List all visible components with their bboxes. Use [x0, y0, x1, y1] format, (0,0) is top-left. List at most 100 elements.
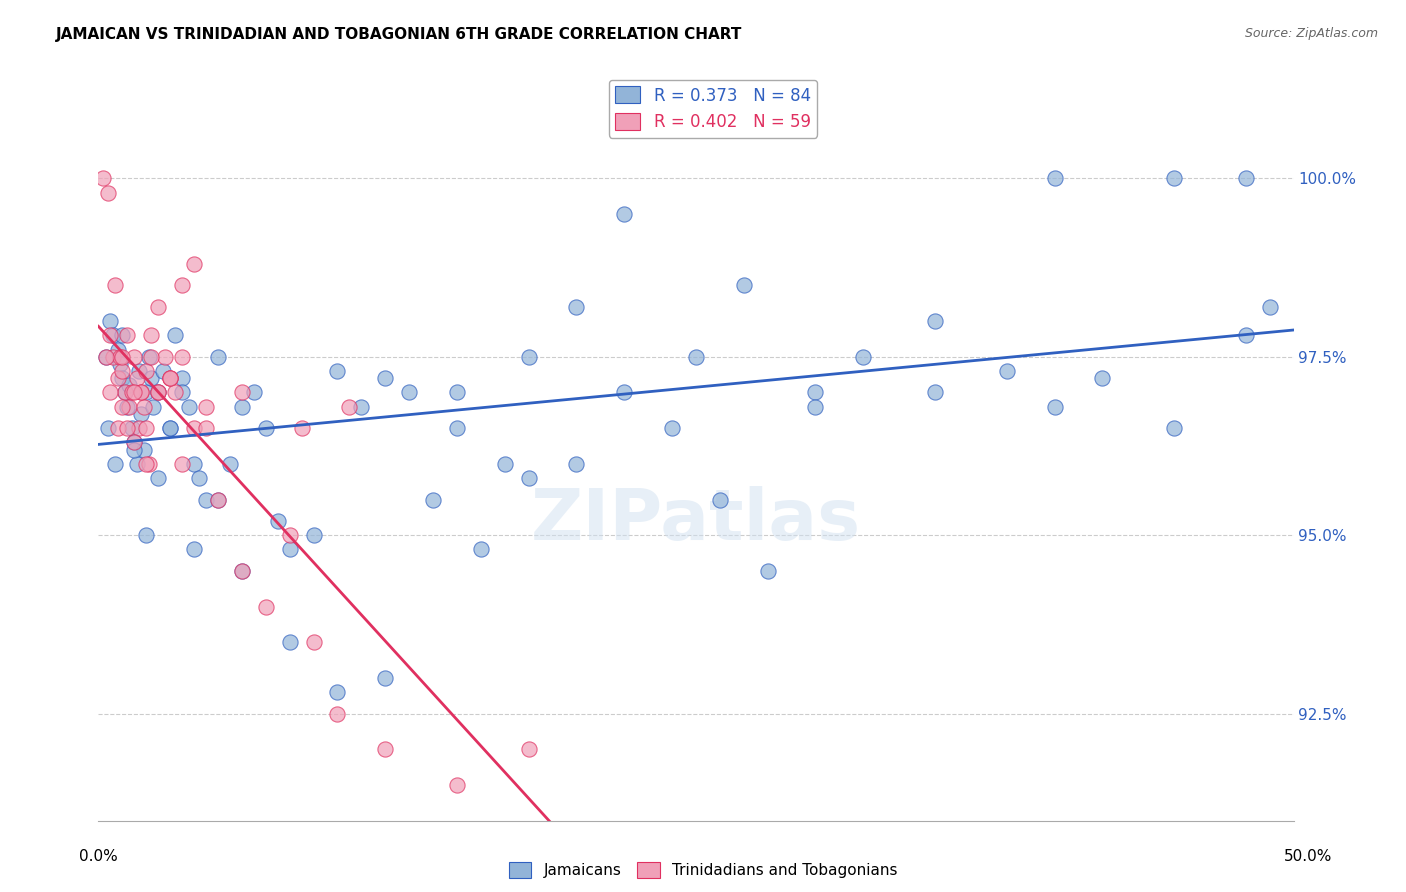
Point	[139, 328, 162, 343]
Point	[278, 528, 301, 542]
Point	[159, 371, 181, 385]
Point	[115, 400, 138, 414]
Point	[517, 350, 540, 364]
Point	[446, 778, 468, 792]
Text: ZIPatlas: ZIPatlas	[531, 486, 860, 556]
Point	[172, 457, 194, 471]
Point	[152, 364, 174, 378]
Point	[98, 328, 122, 343]
Point	[195, 421, 218, 435]
Point	[91, 171, 114, 186]
Point	[924, 314, 946, 328]
Point	[685, 350, 707, 364]
Point	[111, 400, 134, 414]
Point	[114, 385, 136, 400]
Point	[302, 528, 325, 542]
Point	[661, 421, 683, 435]
Point	[231, 400, 253, 414]
Legend: R = 0.373   N = 84, R = 0.402   N = 59: R = 0.373 N = 84, R = 0.402 N = 59	[609, 79, 817, 137]
Point	[995, 364, 1018, 378]
Point	[114, 385, 136, 400]
Point	[924, 385, 946, 400]
Point	[446, 385, 468, 400]
Point	[155, 350, 177, 364]
Point	[111, 328, 134, 343]
Point	[207, 492, 229, 507]
Point	[231, 564, 253, 578]
Text: Source: ZipAtlas.com: Source: ZipAtlas.com	[1244, 27, 1378, 40]
Point	[124, 435, 146, 450]
Point	[1234, 171, 1257, 186]
Point	[1234, 328, 1257, 343]
Point	[98, 385, 122, 400]
Point	[852, 350, 875, 364]
Point	[195, 400, 218, 414]
Point	[111, 364, 134, 378]
Point	[94, 350, 117, 364]
Point	[104, 278, 127, 293]
Point	[107, 371, 129, 385]
Point	[135, 528, 157, 542]
Point	[326, 364, 349, 378]
Point	[125, 371, 148, 385]
Point	[125, 457, 148, 471]
Point	[1258, 300, 1281, 314]
Point	[101, 350, 124, 364]
Point	[350, 400, 373, 414]
Point	[374, 671, 396, 685]
Point	[254, 599, 277, 614]
Point	[470, 542, 492, 557]
Point	[107, 421, 129, 435]
Point	[107, 343, 129, 357]
Point	[121, 421, 143, 435]
Point	[159, 371, 181, 385]
Point	[128, 364, 150, 378]
Point	[183, 457, 205, 471]
Point	[111, 350, 134, 364]
Point	[219, 457, 242, 471]
Point	[254, 421, 277, 435]
Point	[148, 300, 170, 314]
Point	[326, 685, 349, 699]
Point	[1163, 421, 1185, 435]
Point	[756, 564, 779, 578]
Point	[179, 400, 201, 414]
Point	[135, 364, 157, 378]
Point	[108, 350, 131, 364]
Point	[139, 371, 162, 385]
Point	[326, 706, 349, 721]
Point	[207, 492, 229, 507]
Point	[148, 471, 170, 485]
Point	[115, 421, 138, 435]
Point	[1091, 371, 1114, 385]
Point	[163, 385, 186, 400]
Point	[374, 742, 396, 756]
Point	[278, 542, 301, 557]
Point	[517, 742, 540, 756]
Point	[148, 385, 170, 400]
Point	[183, 257, 205, 271]
Point	[183, 421, 205, 435]
Text: JAMAICAN VS TRINIDADIAN AND TOBAGONIAN 6TH GRADE CORRELATION CHART: JAMAICAN VS TRINIDADIAN AND TOBAGONIAN 6…	[56, 27, 742, 42]
Point	[139, 350, 162, 364]
Point	[148, 385, 170, 400]
Point	[339, 400, 361, 414]
Point	[613, 207, 636, 221]
Point	[804, 400, 827, 414]
Point	[124, 350, 146, 364]
Point	[517, 471, 540, 485]
Point	[124, 442, 146, 457]
Point	[374, 371, 396, 385]
Point	[302, 635, 325, 649]
Point	[118, 378, 141, 392]
Point	[135, 421, 157, 435]
Point	[398, 385, 420, 400]
Point	[613, 385, 636, 400]
Text: 0.0%: 0.0%	[79, 849, 118, 863]
Point	[124, 435, 146, 450]
Point	[163, 328, 186, 343]
Point	[131, 385, 153, 400]
Point	[159, 421, 181, 435]
Point	[111, 371, 134, 385]
Point	[1163, 171, 1185, 186]
